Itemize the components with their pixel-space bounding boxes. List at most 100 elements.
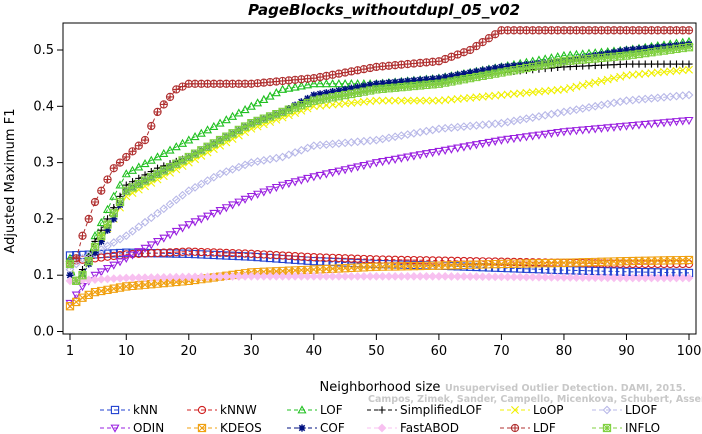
data-point (490, 272, 500, 282)
data-point (534, 272, 544, 282)
data-point (659, 273, 669, 283)
data-point (115, 273, 125, 283)
data-point (609, 273, 619, 283)
data-point (203, 142, 212, 151)
data-point (347, 98, 356, 107)
data-point (403, 96, 412, 105)
data-point (103, 226, 112, 234)
legend-item-fastabod: FastABOD (367, 421, 459, 434)
data-point (197, 146, 206, 155)
data-point (110, 405, 120, 415)
data-point (465, 121, 475, 131)
data-point (604, 61, 612, 69)
data-point (102, 265, 113, 274)
data-point (335, 86, 343, 95)
data-point (284, 271, 294, 281)
x-tick-label: 100 (677, 344, 702, 359)
x-tick-label: 80 (556, 344, 573, 359)
data-point (628, 273, 638, 283)
data-point (566, 84, 575, 92)
x-tick-label: 70 (493, 344, 510, 359)
series-line (69, 43, 690, 282)
data-point (190, 218, 200, 227)
data-point (322, 94, 331, 103)
data-point (90, 275, 100, 284)
data-point (435, 74, 443, 82)
data-point (496, 136, 506, 145)
data-point (390, 155, 400, 164)
data-point (497, 91, 506, 100)
data-point (209, 139, 218, 148)
data-point (509, 89, 518, 98)
data-point (515, 272, 525, 282)
data-point (315, 257, 325, 266)
data-point (421, 150, 431, 159)
data-point (334, 79, 344, 88)
data-point (209, 172, 219, 182)
data-point (190, 247, 200, 256)
data-point (315, 271, 325, 281)
data-point (290, 103, 300, 112)
data-point (434, 271, 444, 281)
data-point (516, 64, 525, 74)
data-point (159, 100, 168, 109)
data-point (403, 255, 412, 265)
data-point (178, 190, 187, 200)
data-point (341, 85, 349, 94)
data-point (328, 93, 337, 102)
data-point (140, 158, 150, 168)
data-point (472, 72, 481, 82)
plot-frame (62, 22, 697, 335)
data-point (597, 273, 606, 283)
data-point (453, 144, 463, 153)
data-point (165, 231, 175, 240)
data-point (371, 271, 381, 281)
data-point (609, 123, 619, 132)
data-point (384, 156, 394, 166)
data-point (553, 58, 562, 67)
data-point (96, 217, 106, 227)
data-point (628, 70, 637, 79)
data-point (215, 169, 225, 179)
data-point (634, 273, 644, 283)
data-point (635, 60, 643, 68)
data-point (296, 271, 306, 281)
data-point (66, 271, 74, 279)
data-point (409, 255, 419, 265)
data-point (115, 158, 125, 167)
data-point (629, 45, 637, 54)
data-point (140, 217, 150, 227)
data-point (78, 271, 87, 280)
data-point (660, 67, 668, 76)
data-point (603, 273, 613, 283)
data-point (310, 91, 318, 99)
data-point (678, 91, 688, 100)
data-point (297, 101, 306, 110)
x-tick-label: 50 (368, 344, 385, 359)
data-point (509, 66, 519, 75)
data-point (97, 231, 106, 240)
data-point (328, 253, 337, 263)
data-point (353, 98, 362, 107)
data-point (478, 37, 487, 47)
data-point (447, 72, 456, 80)
data-point (284, 105, 293, 114)
data-point (197, 247, 206, 257)
data-point (103, 241, 112, 251)
data-point (247, 249, 256, 258)
data-point (159, 272, 169, 282)
data-point (278, 152, 287, 162)
data-point (584, 125, 594, 135)
data-point (428, 149, 438, 158)
data-point (346, 164, 356, 173)
data-point (303, 98, 312, 108)
data-point (640, 120, 650, 130)
data-point (491, 64, 499, 72)
data-point (384, 96, 393, 105)
data-point (315, 140, 325, 150)
data-point (328, 169, 338, 178)
data-point (234, 272, 244, 281)
data-point (490, 119, 500, 129)
data-point (616, 72, 625, 81)
data-point (178, 272, 187, 282)
